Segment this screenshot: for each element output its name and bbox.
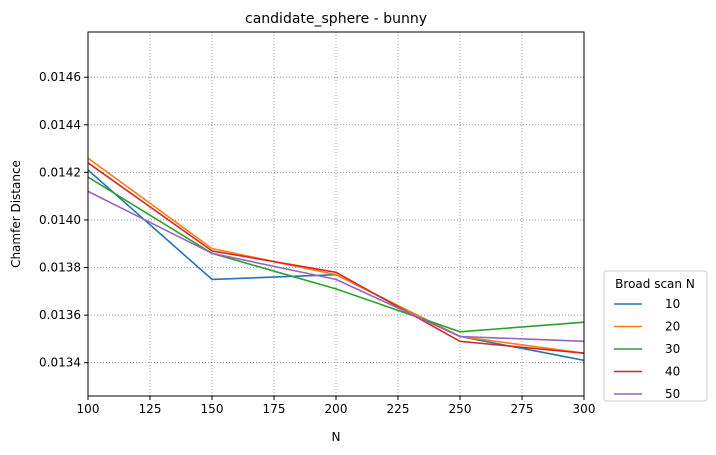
y-tick-label: 0.0140 (39, 213, 81, 227)
y-axis-label: Chamfer Distance (9, 160, 23, 268)
y-tick-label: 0.0144 (39, 118, 81, 132)
x-tick-label: 200 (325, 402, 348, 416)
series-line-20 (87, 157, 585, 354)
legend-label-50: 50 (665, 387, 680, 401)
x-tick-label: 225 (387, 402, 410, 416)
y-tick-label: 0.0142 (39, 165, 81, 179)
x-tick-label: 250 (449, 402, 472, 416)
x-tick-label: 175 (263, 402, 286, 416)
y-tick-label: 0.0136 (39, 308, 81, 322)
x-tick-label: 300 (573, 402, 596, 416)
x-tick-label: 150 (201, 402, 224, 416)
x-tick-label: 275 (511, 402, 534, 416)
legend-label-20: 20 (665, 320, 680, 334)
legend-label-10: 10 (665, 297, 680, 311)
grid-lines (87, 32, 585, 396)
y-axis-ticks: 0.0134 0.0136 0.0138 0.0140 0.0142 0.0144 0.01… (39, 70, 88, 370)
x-axis-label: N (332, 430, 341, 444)
y-tick-label: 0.0146 (39, 70, 81, 84)
series-line-30 (87, 176, 585, 333)
series-line-50 (87, 190, 585, 343)
legend-title: Broad scan N (615, 277, 695, 291)
series-line-10 (87, 169, 585, 362)
legend: Broad scan N 10 20 30 40 50 (603, 270, 708, 402)
x-tick-label: 125 (139, 402, 162, 416)
series-line-40 (87, 162, 585, 354)
legend-items: 10 20 30 40 50 (614, 297, 680, 401)
chart-title: candidate_sphere - bunny (245, 11, 427, 27)
legend-label-40: 40 (665, 365, 680, 379)
x-axis-ticks: 100 125 150 175 200 225 250 275 300 (77, 396, 596, 416)
series-layer (87, 157, 585, 362)
legend-label-30: 30 (665, 342, 680, 356)
y-tick-label: 0.0134 (39, 356, 81, 370)
y-tick-label: 0.0138 (39, 261, 81, 275)
x-tick-label: 100 (77, 402, 100, 416)
